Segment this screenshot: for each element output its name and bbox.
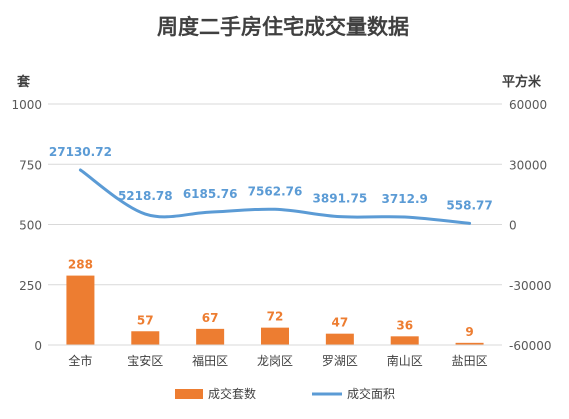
bar [66,275,95,345]
bar [455,342,484,345]
x-tick-label: 全市 [68,353,92,368]
bar-data-label: 57 [137,313,154,327]
line-point [144,213,147,216]
bar [261,327,289,345]
y-right-tick-label: -30000 [509,279,552,293]
bar-data-label: 288 [68,258,93,272]
y-left-axis-title: 套 [16,74,31,90]
y-left-tick-label: 250 [19,279,42,293]
bar-data-label: 72 [267,310,284,324]
bar-data-label: 47 [332,316,349,330]
x-tick-label: 盐田区 [452,354,488,368]
x-tick-label: 宝安区 [127,353,163,368]
line-point [209,211,212,214]
y-right-tick-label: 0 [509,219,517,233]
y-left-tick-label: 0 [34,339,42,353]
line-data-label: 3712.9 [382,192,428,206]
bar [131,331,160,345]
chart-title: 周度二手房住宅成交量数据 [157,15,409,39]
line-point [79,169,82,172]
line-point [403,216,406,219]
x-tick-label: 罗湖区 [322,353,358,368]
y-left-tick-label: 500 [19,219,42,233]
x-tick-label: 福田区 [192,353,228,368]
y-left-tick-label: 750 [19,158,42,172]
y-right-tick-label: 60000 [509,98,547,112]
line-data-label: 6185.76 [183,187,238,201]
bar [196,328,225,345]
line-data-label: 5218.78 [118,189,173,203]
area-line-series [78,168,472,225]
bar [390,336,419,345]
legend-label-bars: 成交套数 [208,386,256,401]
line-data-label: 27130.72 [49,145,112,159]
line-point [468,222,471,225]
y-right-axis-title: 平方米 [502,74,542,90]
bar-data-label: 67 [202,311,219,325]
y-right-tick-label: -60000 [509,339,552,353]
line-point [338,215,341,218]
x-tick-label: 南山区 [387,353,423,368]
x-tick-label: 龙岗区 [257,354,293,368]
line-data-label: 558.77 [446,198,492,212]
line-data-label: 3891.75 [313,192,368,206]
bar-data-label: 9 [465,325,473,339]
line-point [274,208,277,211]
line-data-label: 7562.76 [248,184,303,198]
bar-data-label: 36 [396,318,413,332]
legend-swatch-bars [175,389,203,399]
legend-label-line: 成交面积 [347,386,395,401]
y-left-tick-label: 1000 [11,98,42,112]
y-right-tick-label: 30000 [509,158,547,172]
bar [325,333,354,345]
